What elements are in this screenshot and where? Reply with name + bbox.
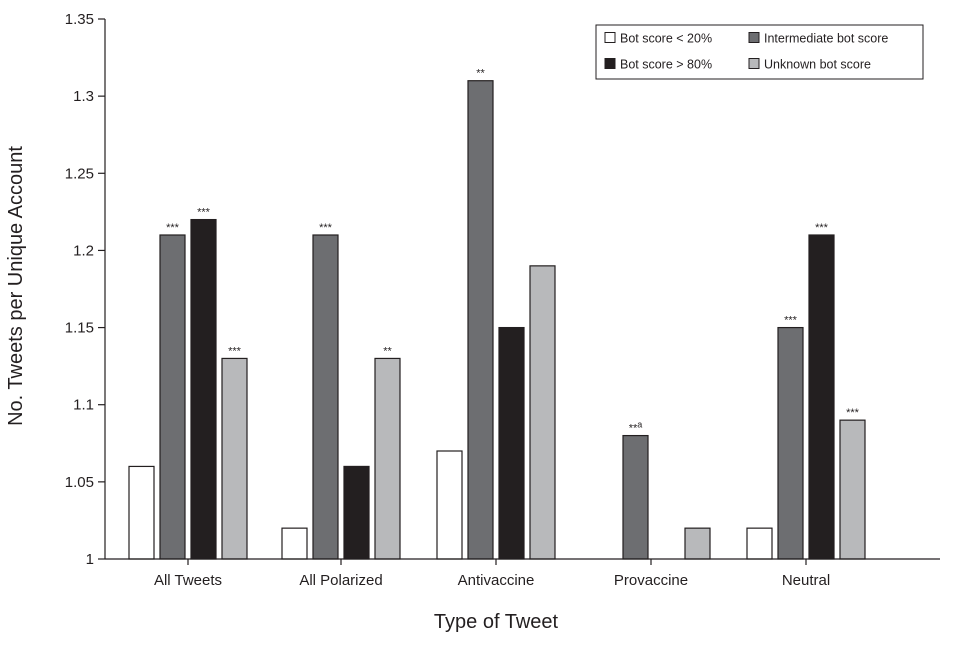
bar xyxy=(467,80,494,560)
significance-label: ** xyxy=(383,345,392,357)
legend-label: Bot score > 80% xyxy=(620,58,712,72)
x-tick-label: Provaccine xyxy=(614,572,688,589)
x-tick-label: Neutral xyxy=(782,572,830,589)
significance-label: *** xyxy=(197,207,211,219)
y-tick-label: 1.2 xyxy=(73,242,94,259)
x-axis: All Tweets All Polarized Antivaccine Provac… xyxy=(105,558,940,589)
bar xyxy=(529,265,556,560)
significance-label: *** xyxy=(228,345,242,357)
significance-label: *** xyxy=(846,407,860,419)
y-axis: 1 1.05 1.1 1.15 1.2 1.25 1.3 1.35 xyxy=(65,11,106,568)
x-tick-label: All Tweets xyxy=(154,572,222,589)
y-tick-label: 1.05 xyxy=(65,474,94,491)
bar xyxy=(808,234,835,560)
significance-label: ** xyxy=(476,68,485,80)
bar xyxy=(374,357,401,560)
y-tick-label: 1.25 xyxy=(65,165,94,182)
bar xyxy=(684,527,711,560)
legend-swatch xyxy=(604,58,616,69)
legend-label: Intermediate bot score xyxy=(764,32,888,46)
y-tick-label: 1 xyxy=(86,551,94,568)
significance-label: *** xyxy=(784,315,798,327)
significance-label: *** xyxy=(319,222,333,234)
bar xyxy=(777,326,804,560)
bar xyxy=(746,527,773,560)
bar xyxy=(343,465,370,560)
legend-swatch xyxy=(748,58,760,69)
bar xyxy=(221,357,248,560)
significance-label: **a xyxy=(629,420,643,435)
legend-label: Bot score < 20% xyxy=(620,32,712,46)
x-tick-label: Antivaccine xyxy=(458,572,535,589)
y-tick-label: 1.1 xyxy=(73,397,94,414)
y-tick-label: 1.15 xyxy=(65,320,94,337)
significance-label: *** xyxy=(815,222,829,234)
bars xyxy=(128,80,866,560)
legend-swatch xyxy=(748,32,760,43)
legend-swatch xyxy=(604,32,616,43)
bar xyxy=(159,234,186,560)
x-tick-label: All Polarized xyxy=(299,572,382,589)
significance-label: *** xyxy=(166,222,180,234)
bar xyxy=(312,234,339,560)
bar xyxy=(498,326,525,560)
y-tick-label: 1.3 xyxy=(73,88,94,105)
bar xyxy=(622,434,649,560)
bar xyxy=(128,465,155,560)
y-axis-title: No. Tweets per Unique Account xyxy=(5,146,27,426)
bar xyxy=(436,450,463,560)
y-tick-label: 1.35 xyxy=(65,11,94,28)
bar xyxy=(281,527,308,560)
x-axis-title: Type of Tweet xyxy=(434,611,559,633)
legend: Bot score < 20% Intermediate bot score Bot… xyxy=(595,24,924,80)
legend-label: Unknown bot score xyxy=(764,58,871,72)
bar xyxy=(190,218,217,560)
bar xyxy=(839,419,866,560)
significance-labels: ******************a********* xyxy=(166,68,860,435)
